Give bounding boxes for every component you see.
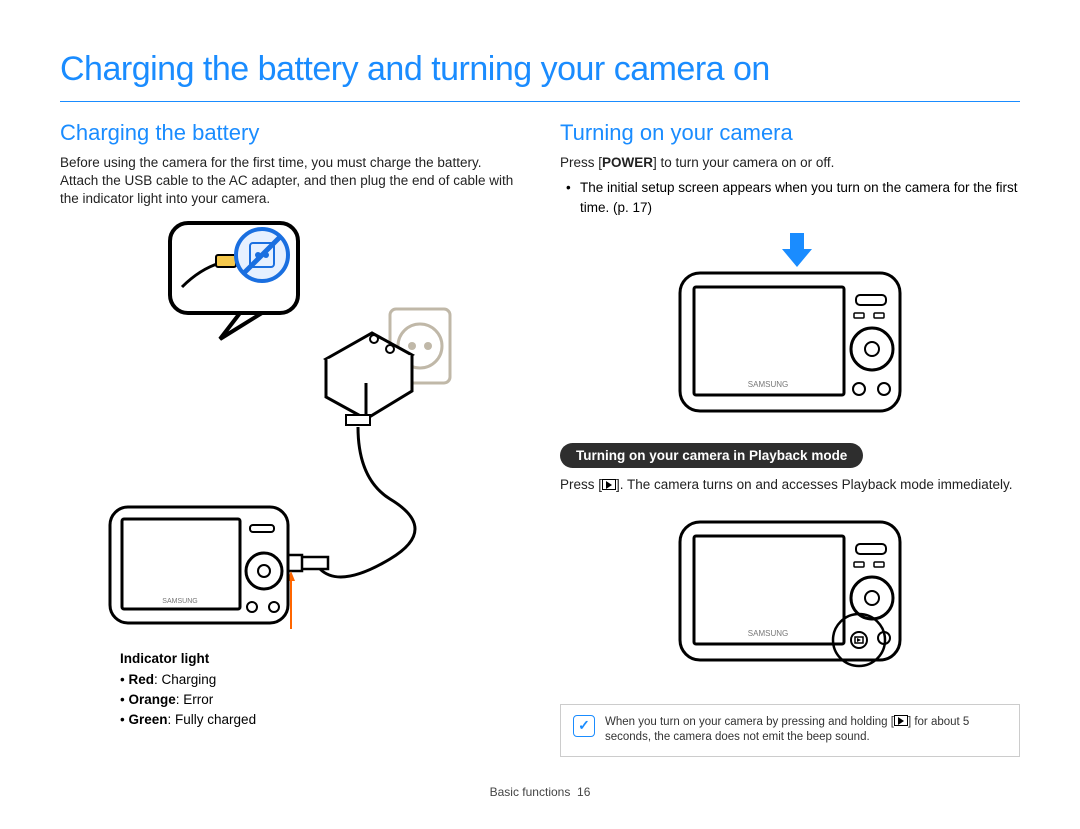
section-heading-turning-on: Turning on your camera bbox=[560, 120, 1020, 146]
power-bullets: The initial setup screen appears when yo… bbox=[560, 178, 1020, 219]
note-icon: ✓ bbox=[573, 715, 595, 737]
power-diagram: SAMSUNG bbox=[560, 229, 1020, 419]
playback-mode-pill: Turning on your camera in Playback mode bbox=[560, 443, 863, 468]
playback-instruction: Press []. The camera turns on and access… bbox=[560, 476, 1020, 494]
indicator-item-green: Green: Fully charged bbox=[120, 710, 520, 730]
power-instruction: Press [POWER] to turn your camera on or … bbox=[560, 154, 1020, 172]
charging-intro-text: Before using the camera for the first ti… bbox=[60, 154, 520, 209]
indicator-list: Red: Charging Orange: Error Green: Fully… bbox=[120, 670, 520, 731]
indicator-item-orange: Orange: Error bbox=[120, 690, 520, 710]
note-box: ✓ When you turn on your camera by pressi… bbox=[560, 704, 1020, 757]
left-column: Charging the battery Before using the ca… bbox=[60, 120, 520, 757]
charging-diagram: SAMSUNG bbox=[60, 219, 520, 639]
page-footer: Basic functions 16 bbox=[60, 785, 1020, 799]
indicator-light-block: Indicator light Red: Charging Orange: Er… bbox=[60, 651, 520, 731]
indicator-item-red: Red: Charging bbox=[120, 670, 520, 690]
svg-text:SAMSUNG: SAMSUNG bbox=[162, 598, 197, 605]
svg-text:SAMSUNG: SAMSUNG bbox=[748, 629, 788, 638]
power-bullet-1: The initial setup screen appears when yo… bbox=[580, 178, 1020, 219]
svg-text:SAMSUNG: SAMSUNG bbox=[748, 380, 788, 389]
right-column: Turning on your camera Press [POWER] to … bbox=[560, 120, 1020, 757]
playback-icon bbox=[894, 715, 908, 726]
content-columns: Charging the battery Before using the ca… bbox=[60, 120, 1020, 757]
page-title: Charging the battery and turning your ca… bbox=[60, 50, 1020, 102]
note-text: When you turn on your camera by pressing… bbox=[605, 715, 1007, 746]
playback-diagram: SAMSUNG bbox=[560, 504, 1020, 684]
section-heading-charging: Charging the battery bbox=[60, 120, 520, 146]
indicator-heading: Indicator light bbox=[120, 651, 520, 666]
playback-icon bbox=[602, 479, 616, 490]
